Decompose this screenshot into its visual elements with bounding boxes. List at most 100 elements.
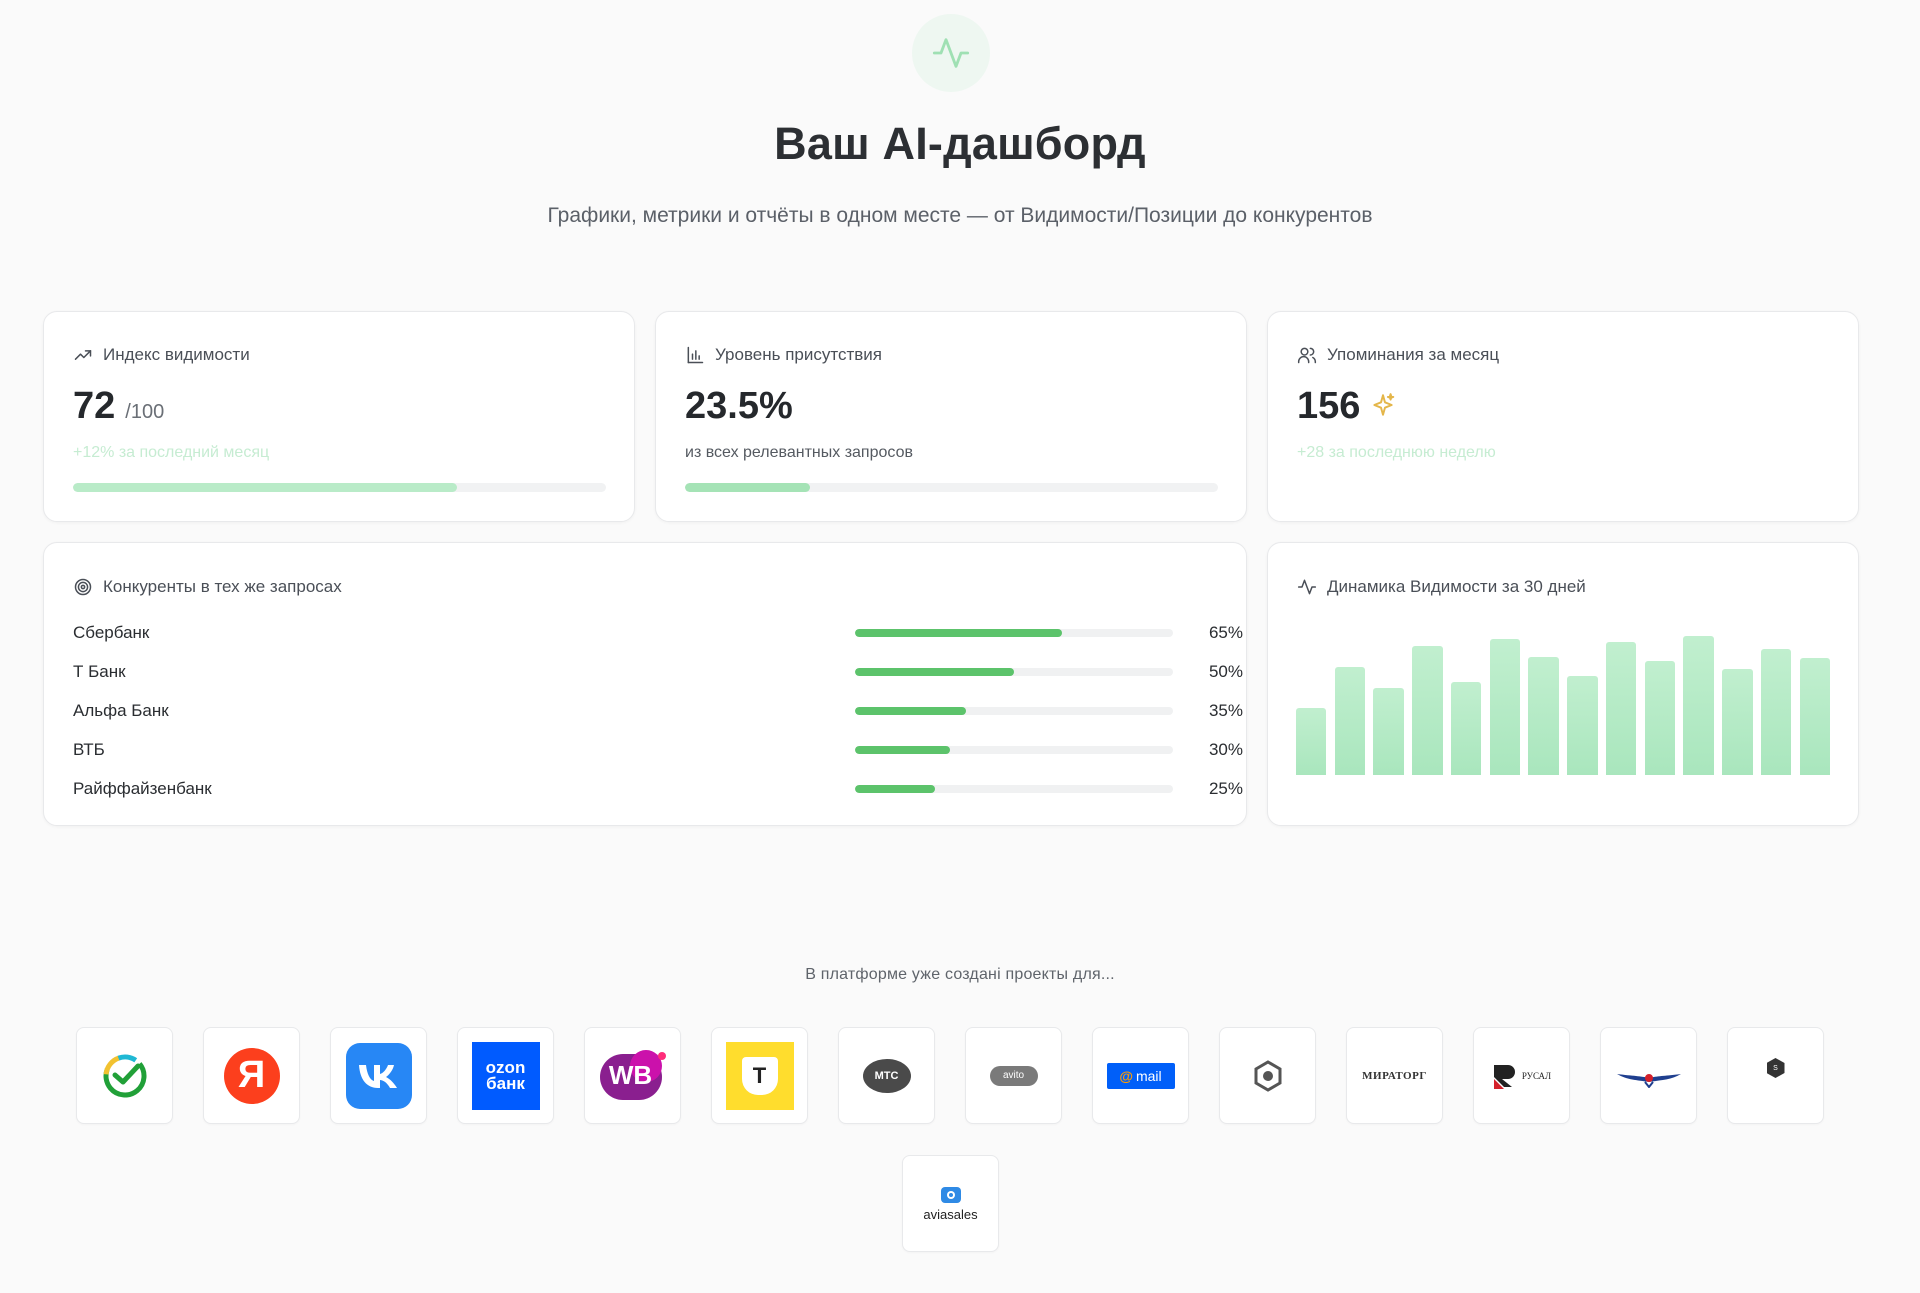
t-bank-mark: T [725,1041,794,1110]
competitor-share-track [855,629,1173,637]
competitor-row: Т Банк 50% [73,660,1243,684]
competitor-row: Сбербанк 65% [73,621,1243,645]
miratorg-logo: МИРАТОРГ [1346,1027,1443,1124]
mail-logo: @ mail [1092,1027,1189,1124]
wb-text: WB [608,1059,653,1090]
avito-mark: avito [989,1065,1038,1086]
dynamics-card: Динамика Видимости за 30 дней [1267,542,1859,826]
rusal-text: РУСАЛ [1521,1070,1552,1081]
presence-level-card: Уровень присутствия 23.5% из всех релева… [655,311,1247,522]
visibility-progress-track [73,483,606,492]
card-label: Индекс видимости [103,345,250,364]
avito-logo: avito [965,1027,1062,1124]
aeroflot-logo [1600,1027,1697,1124]
hexagon-logo [1219,1027,1316,1124]
card-label: Конкуренты в тех же запросах [103,577,342,596]
mentions-card: Упоминания за месяц 156 +28 за последнюю… [1267,311,1859,522]
users-icon [1297,345,1317,365]
t-bank-shield: T [741,1056,778,1095]
aviasales-logo: aviasales [902,1155,999,1252]
competitor-row: Райффайзенбанк 25% [73,777,1243,801]
mts-mark: МТС [862,1058,911,1093]
visibility-bar [1722,668,1753,775]
ozon-text: ozon [485,1057,526,1077]
competitor-percent: 30% [1208,740,1243,759]
competitor-share-fill [855,668,1014,676]
ozon-bank-mark: ozon банк [471,1041,540,1110]
card-label: Упоминания за месяц [1327,345,1500,364]
visibility-index-card: Индекс видимости 72 /100 +12% за последн… [43,311,635,522]
card-header: Конкуренты в тех же запросах [73,577,342,597]
visibility-progress-fill [73,483,457,492]
mail-text: mail [1135,1067,1162,1084]
ozon-bank-logo: ozon банк [457,1027,554,1124]
competitor-share-track [855,668,1173,676]
competitor-share-track [855,785,1173,793]
visibility-bar [1567,676,1598,775]
competitor-share-fill [855,746,951,754]
vk-logo-mark [345,1042,412,1109]
visibility-bar [1644,661,1676,775]
wildberries-logo: WB [584,1027,681,1124]
competitor-name: ВТБ [73,740,105,759]
competitor-share-fill [855,785,935,793]
card-label: Уровень присутствия [715,345,882,364]
competitor-name: Райффайзенбанк [73,779,212,798]
visibility-index-value: 72 [73,385,116,427]
bar-chart-icon [685,345,705,365]
rusal-logo: РУСАЛ [1473,1027,1570,1124]
competitors-card: Конкуренты в тех же запросах Сбербанк 65%… [43,542,1247,826]
presence-progress-track [685,483,1218,492]
yandex-logo: Я [203,1027,300,1124]
visibility-bar [1528,656,1559,775]
wildberries-mark: WB [599,1049,666,1102]
page-subtitle: Графики, метрики и отчёты в одном месте … [547,204,1373,227]
activity-icon [912,14,990,92]
competitor-name: Альфа Банк [73,701,169,720]
visibility-bar [1373,688,1404,775]
aviasales-text: aviasales [923,1206,978,1222]
presence-progress-fill [685,483,811,492]
visibility-index-suffix: /100 [125,401,165,423]
card-label: Динамика Видимости за 30 дней [1327,577,1586,596]
dark-hexagon-logo: S [1727,1027,1824,1124]
visibility-bar [1489,638,1521,775]
target-icon [73,577,93,597]
metric-value: 23.5% [685,385,793,428]
visibility-bar [1760,649,1792,775]
yandex-logo-mark: Я [223,1047,280,1104]
mts-logo: МТС [838,1027,935,1124]
clients-caption: В платформе уже создані проекты для... [805,966,1115,983]
visibility-bar [1412,646,1443,775]
visibility-bar [1450,682,1482,775]
competitor-percent: 65% [1208,623,1243,642]
page-title: Ваш AI-дашборд [774,118,1146,169]
metric-value: 72 /100 [73,385,164,428]
vk-logo [330,1027,427,1124]
competitor-name: Сбербанк [73,623,150,642]
visibility-bar [1799,658,1830,775]
competitor-row: ВТБ 30% [73,738,1243,762]
visibility-bar [1605,641,1637,775]
competitor-share-track [855,707,1173,715]
mail-mark: @ mail [1106,1062,1175,1089]
card-header: Упоминания за месяц [1297,345,1499,365]
competitor-share-track [855,746,1173,754]
sber-logo [76,1027,173,1124]
metric-value: 156 [1297,385,1396,428]
bank-text: банк [486,1073,525,1093]
sparkles-icon [1370,385,1396,428]
competitor-percent: 50% [1208,662,1243,681]
visibility-bar [1334,667,1366,775]
visibility-bar [1683,635,1714,775]
competitor-share-fill [855,629,1062,637]
visibility-bar-chart [1296,625,1830,775]
competitor-name: Т Банк [73,662,126,681]
trending-up-icon [73,345,93,365]
card-header: Уровень присутствия [685,345,882,365]
card-header: Динамика Видимости за 30 дней [1297,577,1586,597]
t-bank-logo: T [711,1027,808,1124]
activity-icon [1297,577,1317,597]
metric-note: из всех релевантных запросов [685,444,913,461]
mentions-value: 156 [1297,385,1361,427]
